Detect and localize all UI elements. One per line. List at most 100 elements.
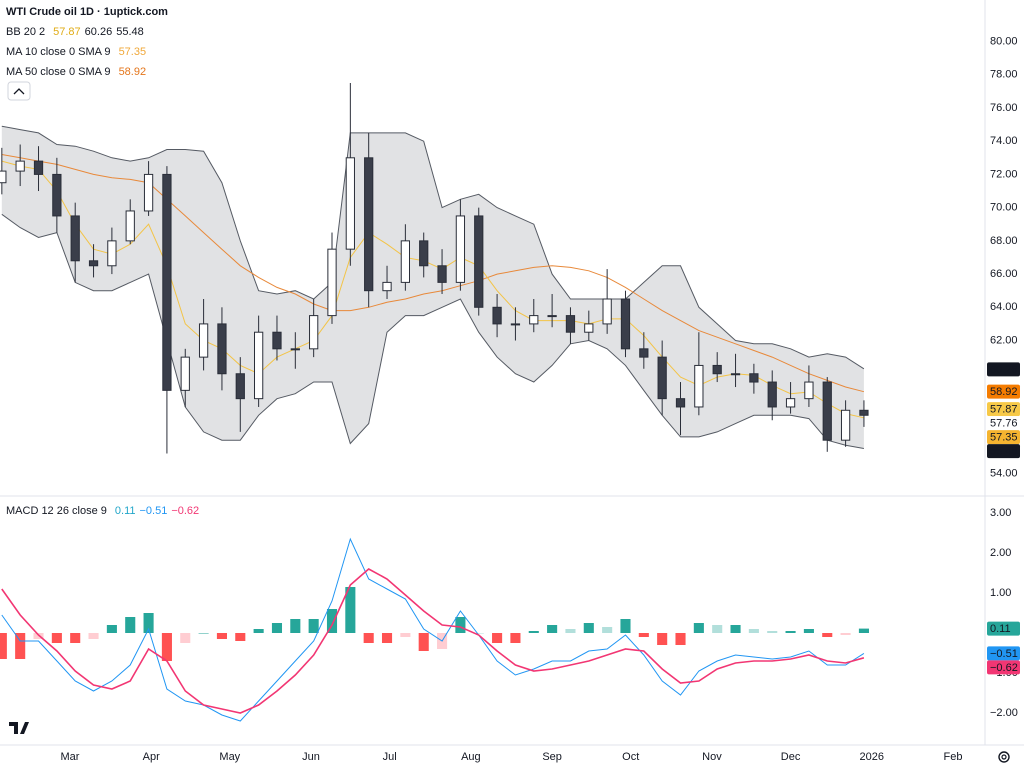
- candle-body: [474, 215, 484, 308]
- y-tick-label: 64.00: [990, 301, 1018, 313]
- price-badge: [987, 621, 1020, 636]
- histogram-bar: [106, 625, 117, 633]
- histogram-bar: [51, 633, 62, 643]
- candle-body: [492, 306, 502, 325]
- price-badge-label: 55.48: [990, 446, 1018, 458]
- y-tick-label: 2.00: [990, 547, 1011, 559]
- candle-body: [235, 373, 245, 400]
- ma10-line: [1, 160, 865, 419]
- histogram-bar: [15, 633, 26, 659]
- histogram-bar: [216, 633, 227, 639]
- candle-body: [382, 281, 392, 292]
- histogram-bar: [492, 633, 503, 643]
- indicator-legend: MA 50 close 0 SMA 9 58.92: [6, 66, 146, 78]
- histogram-bar: [253, 629, 264, 633]
- candle-body: [584, 323, 594, 333]
- histogram-bar: [326, 609, 338, 633]
- candle-body: [143, 173, 154, 212]
- y-tick-label: 1.00: [990, 587, 1011, 599]
- candle-body: [345, 157, 355, 250]
- candle-body: [254, 331, 264, 400]
- histogram-bar: [583, 623, 594, 633]
- candle-body: [639, 348, 649, 358]
- x-tick-label: Nov: [702, 751, 722, 763]
- indicator-value: 0.11: [115, 505, 136, 517]
- candle-body: [510, 323, 521, 326]
- histogram-bar: [473, 633, 484, 634]
- histogram-bar: [822, 633, 833, 637]
- histogram-bar: [381, 633, 393, 643]
- histogram-bar: [235, 633, 246, 641]
- x-tick-label: Mar: [60, 751, 79, 763]
- histogram-bar: [528, 631, 539, 633]
- histogram-bar: [748, 629, 759, 633]
- settings-button[interactable]: [998, 751, 1010, 763]
- price-badge: [987, 444, 1020, 459]
- histogram-bar: [308, 619, 319, 633]
- candle-body: [327, 248, 337, 317]
- candle-body: [804, 381, 814, 400]
- price-badge-label: 58.92: [990, 386, 1018, 398]
- histogram-bar: [290, 619, 301, 633]
- histogram-bar: [547, 625, 558, 633]
- price-pane: [0, 83, 869, 454]
- candle-body: [15, 160, 25, 172]
- histogram-bar: [143, 613, 154, 633]
- indicator-value: 58.92: [119, 66, 147, 78]
- candle-body: [547, 315, 557, 318]
- histogram-bar: [858, 628, 869, 633]
- indicator-name: MACD 12 26 close 9: [6, 505, 107, 517]
- y-tick-label: 62.00: [990, 334, 1018, 346]
- y-tick-label: 74.00: [990, 135, 1018, 147]
- macd-legend: MACD 12 26 close 9 0.11 −0.51 −0.62: [6, 505, 199, 517]
- histogram-bar: [125, 617, 136, 633]
- indicator-name: MA 10 close 0 SMA 9: [6, 46, 111, 58]
- candle-body: [657, 356, 667, 400]
- candle-body: [125, 210, 135, 242]
- x-tick-label: Apr: [143, 751, 160, 763]
- candle-body: [88, 260, 99, 267]
- y-tick-label: 78.00: [990, 69, 1018, 81]
- histogram-bar: [803, 629, 814, 633]
- histogram-bar: [400, 633, 411, 637]
- candle-body: [0, 170, 7, 184]
- candle-body: [859, 409, 869, 416]
- x-tick-label: Jun: [302, 751, 320, 763]
- collapse-button[interactable]: [7, 81, 31, 101]
- candle-body: [712, 364, 722, 375]
- histogram-bar: [693, 623, 704, 633]
- macd-pane: [0, 537, 869, 722]
- candle-body: [455, 215, 466, 283]
- y-tick-label: 70.00: [990, 202, 1018, 214]
- candle-body: [437, 265, 447, 283]
- price-badge: [987, 416, 1020, 431]
- price-badge-label: 57.76: [990, 418, 1018, 430]
- price-badge-label: 57.87: [990, 404, 1018, 416]
- histogram-bar: [418, 633, 429, 651]
- y-tick-label: 54.00: [990, 467, 1018, 479]
- histogram-bar: [602, 627, 613, 633]
- candle-body: [749, 373, 759, 383]
- candle-body: [730, 373, 741, 376]
- candle-body: [785, 398, 796, 408]
- candle-body: [364, 157, 374, 292]
- histogram-bar: [88, 633, 99, 639]
- price-badge: [987, 660, 1020, 675]
- bollinger-line: [1, 213, 864, 449]
- candle-body: [162, 173, 172, 391]
- histogram-bar: [675, 633, 686, 645]
- y-tick-label: 66.00: [990, 268, 1018, 280]
- macd-line: [1, 537, 865, 722]
- candle-body: [529, 315, 539, 325]
- chart-title: WTI Crude oil 1D · 1uptick.com: [6, 6, 168, 18]
- tradingview-logo[interactable]: [4, 714, 34, 740]
- histogram-bar: [840, 633, 851, 635]
- candle-body: [565, 315, 576, 333]
- signal-line: [1, 568, 865, 714]
- y-tick-label: 72.00: [990, 168, 1018, 180]
- histogram-bar: [510, 633, 521, 643]
- indicator-value: 55.48: [116, 26, 144, 38]
- price-badge: [987, 646, 1020, 661]
- bollinger-line: [1, 125, 865, 370]
- histogram-bar: [0, 633, 7, 659]
